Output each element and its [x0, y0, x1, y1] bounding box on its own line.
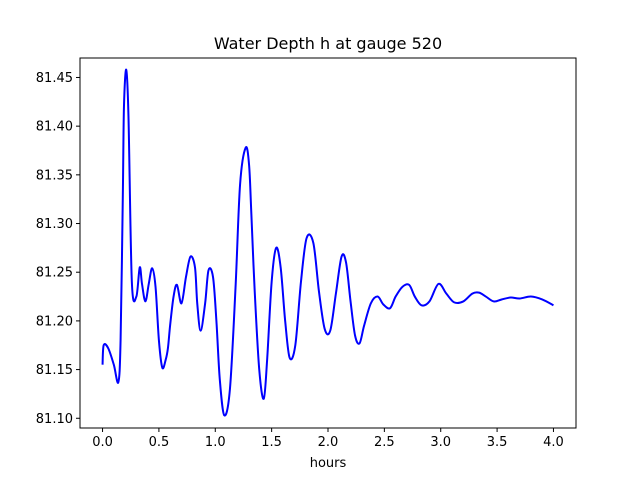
x-tick-label: 1.5 [261, 435, 282, 450]
x-axis-label: hours [310, 456, 347, 471]
x-tick-label: 2.5 [374, 435, 395, 450]
x-axis: 0.0 0.5 1.0 1.5 2.0 2.5 3.0 3.5 4.0 [92, 428, 564, 450]
y-tick-label: 81.25 [36, 266, 73, 281]
y-tick-label: 81.45 [36, 71, 73, 86]
x-tick-label: 0.0 [92, 435, 113, 450]
plot-area [79, 57, 577, 429]
y-axis: 81.10 81.15 81.20 81.25 81.30 81.35 81.40 81.45 [36, 71, 80, 427]
y-tick-label: 81.35 [36, 168, 73, 183]
x-tick-label: 4.0 [543, 435, 564, 450]
x-tick-label: 3.5 [487, 435, 508, 450]
x-tick-label: 1.0 [205, 435, 226, 450]
y-tick-label: 81.30 [36, 217, 73, 232]
y-tick-label: 81.40 [36, 120, 73, 135]
x-tick-label: 0.5 [149, 435, 170, 450]
y-tick-label: 81.20 [36, 314, 73, 329]
chart-title: Water Depth h at gauge 520 [214, 34, 442, 53]
x-tick-label: 3.0 [430, 435, 451, 450]
y-tick-label: 81.10 [36, 412, 73, 427]
x-tick-label: 2.0 [318, 435, 339, 450]
series-layer [101, 68, 554, 417]
plot-background [80, 58, 576, 428]
y-tick-label: 81.15 [36, 363, 73, 378]
series-line-0 [101, 68, 554, 417]
